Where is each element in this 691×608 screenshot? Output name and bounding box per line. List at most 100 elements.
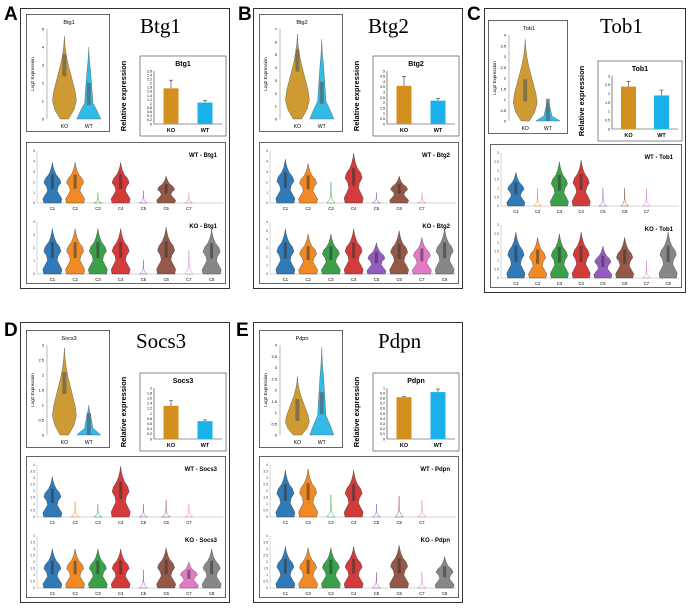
cluster-violin: [371, 572, 382, 589]
cluster-y-tick: 0: [266, 515, 268, 519]
cluster-box: [557, 175, 561, 191]
bar-y-tick: 1.5: [605, 101, 610, 105]
bar-y-tick: 4: [383, 80, 385, 84]
cluster-y-tick: 2: [33, 560, 35, 564]
cluster-x-label: C1: [283, 206, 289, 211]
cluster-y-tick: 4: [266, 463, 268, 467]
cluster-box: [73, 560, 77, 575]
cluster-violin: [394, 496, 404, 518]
cluster-y-tick: 4: [266, 238, 268, 242]
cluster-box: [329, 246, 333, 261]
cluster-y-tick: 0.5: [263, 509, 268, 513]
bar-y-tick: 0.1: [380, 432, 385, 436]
bar-y-tick: 1: [608, 110, 610, 114]
bar-y-label: Relative expression: [119, 60, 128, 131]
bar-y-tick: 2.6: [147, 69, 152, 73]
bar-y-tick: 3: [608, 74, 610, 78]
cluster-box: [579, 173, 583, 190]
panel-b-cluster-violins: 0 1 2 3 4 5 WT - Btg2 C1 C2 C3 C4 C5 C6 C7 0 1 2 3 4 5 6 KO -…: [259, 142, 459, 284]
cluster-box: [119, 174, 123, 189]
cluster-y-tick: 2.5: [263, 483, 268, 487]
cluster-box: [329, 559, 333, 574]
cluster-violin: [92, 192, 103, 204]
cluster-violin: [371, 503, 382, 518]
cluster-y-tick: 4: [266, 534, 268, 538]
cluster-y-tick: 3: [33, 170, 35, 174]
cluster-y-tick: 5: [266, 149, 268, 153]
inset-y-tick: 1.5: [271, 399, 277, 404]
cluster-x-label: C2: [305, 206, 311, 211]
bar-x-label: KO: [167, 128, 176, 134]
cluster-y-tick: 1.5: [263, 496, 268, 500]
bar-y-tick: 2: [608, 92, 610, 96]
cluster-y-tick: 0: [33, 201, 35, 205]
cluster-box: [210, 560, 214, 575]
cluster-violin: [93, 503, 103, 518]
panel-e-cluster-violins: 0 0.5 1 1.5 2 2.5 3 3.5 4 WT - Pdpn C1 C2 C3 C4 C5 C6 C7…: [259, 456, 459, 598]
inset-y-label: Log2 Expression: [30, 57, 35, 91]
cluster-x-label: C1: [50, 277, 56, 282]
cluster-x-label: C5: [600, 209, 606, 214]
cluster-x-label: C4: [118, 206, 124, 211]
cluster-x-label: C5: [374, 591, 380, 596]
bar-title: Socs3: [173, 378, 194, 385]
bar-title: Btg1: [175, 61, 191, 68]
inset-y-tick: 3: [504, 54, 507, 59]
bar-wt: [430, 392, 446, 439]
cluster-y-tick: 1: [33, 191, 35, 195]
inset-x-label: WT: [318, 440, 326, 446]
cluster-box: [352, 558, 356, 574]
inset-x-label: WT: [318, 124, 326, 130]
cluster-x-label: C3: [557, 209, 563, 214]
cluster-box: [557, 247, 561, 263]
cluster-x-label: C1: [513, 209, 519, 214]
bar-y-tick: 4.5: [380, 75, 385, 79]
cluster-x-label: C7: [419, 520, 425, 525]
inset-title: Btg2: [296, 20, 307, 26]
cluster-violin: [161, 500, 171, 518]
cluster-y-tick: 2.5: [30, 483, 35, 487]
cluster-y-tick: 1: [497, 259, 499, 263]
inset-y-tick: 0: [275, 433, 278, 438]
inset-y-label: Log2 Expression: [30, 373, 35, 407]
cluster-y-tick: 1.5: [30, 496, 35, 500]
cluster-violin: [641, 260, 651, 279]
bar-y-tick: 1.8: [147, 86, 152, 90]
cluster-x-label: C7: [419, 591, 425, 596]
cluster-violin: [417, 500, 427, 518]
cluster-violin: [533, 188, 543, 207]
inset-box-ko: [62, 372, 67, 394]
cluster-y-tick: 3: [266, 476, 268, 480]
bar-wt: [197, 421, 213, 439]
cluster-violin: [598, 188, 608, 207]
cluster-x-label: C5: [374, 206, 380, 211]
bar-y-tick: 0: [383, 437, 385, 441]
cluster-x-label: C8: [209, 591, 215, 596]
cluster-violin: [184, 503, 194, 518]
cluster-y-tick: 3: [33, 547, 35, 551]
inset-violin-wt: [309, 347, 335, 436]
cluster-box: [96, 242, 100, 259]
cluster-x-label: C7: [419, 206, 425, 211]
cluster-box: [210, 243, 214, 259]
cluster-y-tick: 4: [266, 160, 268, 164]
panel-label-c: C: [467, 4, 481, 25]
cluster-x-label: C5: [600, 281, 606, 286]
cluster-y-tick: 0: [33, 586, 35, 590]
inset-y-tick: 1.5: [500, 86, 506, 91]
bar-y-tick: 2: [150, 82, 152, 86]
cluster-x-label: C3: [328, 206, 334, 211]
cluster-box: [306, 246, 310, 261]
cluster-x-label: C2: [535, 281, 541, 286]
bar-y-tick: 1.4: [147, 402, 152, 406]
inset-violin-wt: [309, 39, 335, 120]
cluster-title: WT - Tob1: [644, 155, 673, 161]
cluster-y-tick: 3: [497, 151, 499, 155]
cluster-x-label: C8: [442, 591, 448, 596]
bar-y-tick: 0: [383, 122, 385, 126]
cluster-x-label: C8: [209, 277, 215, 282]
inset-y-tick: 1: [275, 410, 278, 415]
cluster-y-tick: 0.5: [30, 509, 35, 513]
cluster-x-label: C1: [513, 281, 519, 286]
bar-y-tick: 1.6: [147, 90, 152, 94]
